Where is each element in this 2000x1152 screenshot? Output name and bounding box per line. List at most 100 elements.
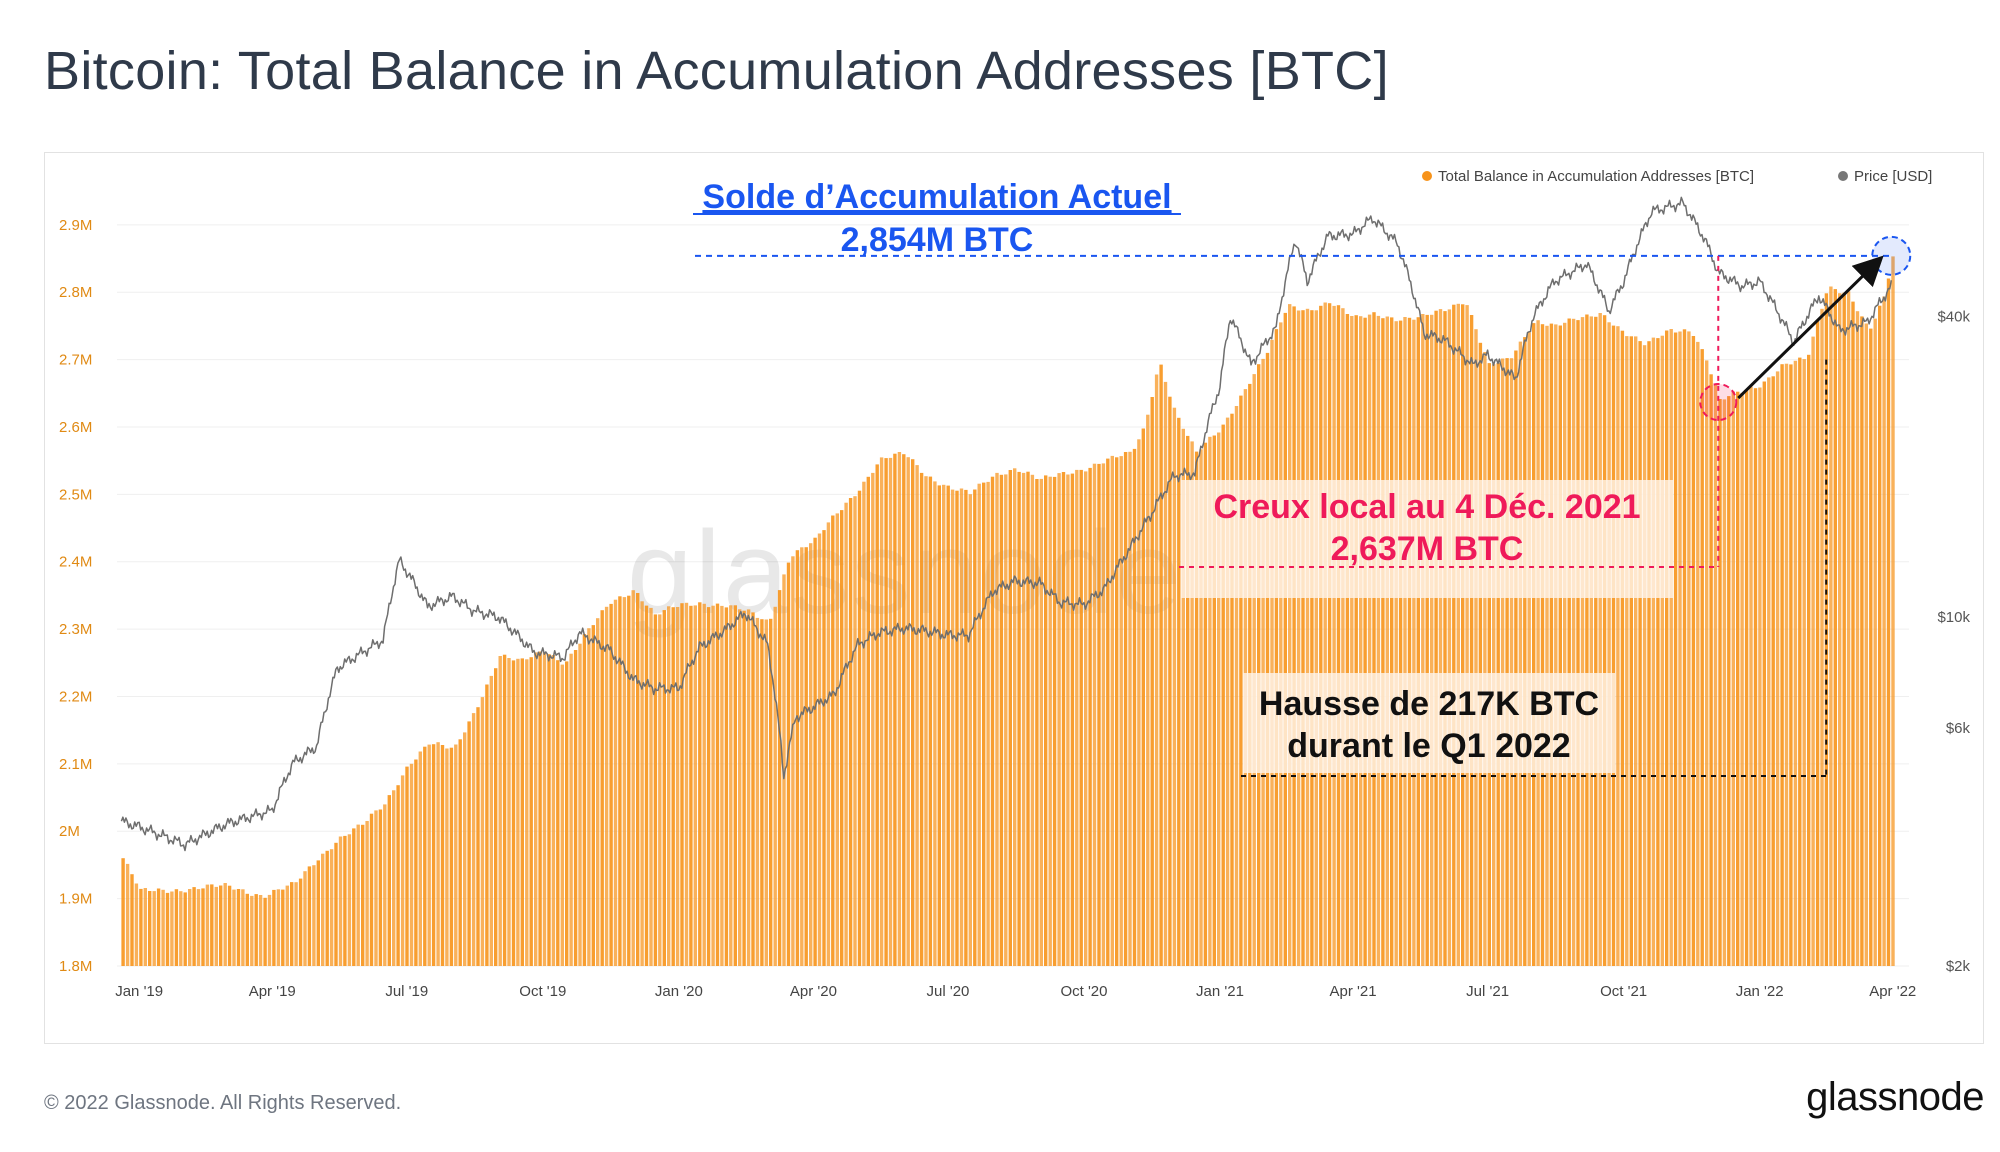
- balance-bar: [294, 882, 298, 966]
- balance-bar: [569, 653, 573, 966]
- balance-bar: [902, 454, 906, 966]
- trough-marker: [1699, 383, 1738, 422]
- balance-bar: [1101, 463, 1106, 966]
- balance-bar: [671, 607, 675, 966]
- balance-bar: [755, 617, 760, 966]
- balance-bar: [1492, 364, 1496, 966]
- balance-bar: [1505, 358, 1509, 967]
- y-right-tick-label: $40k: [1937, 309, 1970, 326]
- balance-bar: [777, 590, 782, 966]
- balance-bar: [875, 464, 879, 966]
- balance-bar: [556, 660, 560, 966]
- balance-bar: [352, 828, 356, 966]
- balance-bar: [1452, 304, 1456, 966]
- balance-bar: [817, 533, 822, 966]
- balance-bar: [1665, 330, 1669, 966]
- balance-bar: [511, 660, 516, 966]
- balance-bar: [1168, 396, 1172, 966]
- balance-bar: [702, 603, 706, 966]
- balance-bar: [724, 607, 729, 966]
- y-left-tick-label: 1.9M: [59, 891, 92, 908]
- balance-bar: [764, 619, 768, 966]
- balance-bar: [1775, 371, 1780, 966]
- balance-bar: [378, 809, 383, 966]
- balance-bar: [942, 484, 946, 966]
- balance-bar: [640, 601, 644, 966]
- balance-bar: [1540, 324, 1545, 966]
- balance-bar: [210, 884, 214, 966]
- balance-bar: [1820, 308, 1824, 966]
- balance-bar: [520, 658, 524, 966]
- balance-bar: [538, 651, 542, 966]
- balance-bar: [440, 745, 445, 966]
- balance-bar: [662, 610, 666, 966]
- axes: 1.8M 1.9M 2M 2.1M 2.2M 2.3M 2.4M 2.5M 2.6M 2.7M 2.…: [59, 217, 1970, 1000]
- balance-bar: [312, 865, 316, 966]
- balance-bar: [591, 625, 595, 966]
- balance-bar: [653, 614, 658, 966]
- balance-bar: [751, 612, 755, 966]
- balance-bar: [1225, 417, 1230, 967]
- legend[interactable]: Total Balance in Accumulation Addresses …: [1422, 168, 1932, 185]
- balance-bar: [1580, 317, 1585, 967]
- balance-bar: [1576, 320, 1580, 967]
- balance-bar: [1070, 473, 1075, 966]
- balance-bar: [1656, 338, 1660, 967]
- balance-bar: [409, 763, 414, 966]
- balance-bar: [405, 766, 409, 966]
- balance-bar: [1261, 358, 1265, 966]
- balance-bar: [1802, 359, 1806, 967]
- balance-bar: [356, 824, 360, 966]
- balance-bar: [1301, 310, 1305, 966]
- y-left-tick-label: 2M: [59, 823, 80, 840]
- balance-bar: [1430, 314, 1434, 966]
- balance-bar: [1137, 439, 1141, 966]
- balance-bar: [1660, 335, 1664, 966]
- balance-bar: [321, 853, 325, 966]
- balance-bar: [968, 494, 972, 966]
- balance-bar: [959, 488, 964, 966]
- balance-bar: [1780, 364, 1784, 966]
- balance-bar: [1709, 374, 1713, 966]
- page-title: Bitcoin: Total Balance in Accumulation A…: [44, 41, 1389, 101]
- balance-bar: [897, 452, 902, 966]
- balance-bar: [1234, 406, 1239, 966]
- balance-bar: [1438, 309, 1443, 967]
- balance-bar: [698, 602, 702, 966]
- balance-bar: [467, 721, 471, 966]
- chart-panel: glassnode Solde d’Accumulation Actuel2,8…: [44, 152, 1984, 1044]
- balance-bar: [1558, 325, 1562, 966]
- balance-bar: [1257, 364, 1261, 966]
- balance-bar: [1811, 336, 1815, 967]
- y-left-tick-label: 2.1M: [59, 756, 92, 773]
- balance-bar: [1008, 470, 1012, 966]
- balance-bar: [272, 889, 276, 966]
- balance-bar: [516, 658, 520, 966]
- balance-bar: [1292, 306, 1296, 966]
- balance-bar: [1833, 289, 1837, 967]
- balance-bar: [1270, 339, 1274, 966]
- balance-bar: [1421, 314, 1425, 966]
- balance-bar: [1385, 316, 1389, 966]
- balance-bar: [418, 751, 422, 966]
- balance-bar: [919, 472, 924, 966]
- balance-bar: [990, 476, 995, 966]
- balance-bar: [285, 885, 289, 966]
- balance-bar: [1416, 317, 1420, 966]
- balance-bar: [1119, 456, 1123, 966]
- balance-bar: [999, 474, 1004, 966]
- balance-bar: [542, 652, 547, 966]
- balance-bar: [1456, 303, 1460, 966]
- x-tick-label: Jul '20: [926, 983, 969, 1000]
- balance-bar: [276, 889, 281, 966]
- balance-bar: [1829, 286, 1833, 966]
- y-left-tick-label: 2.7M: [59, 352, 92, 369]
- balance-bar: [1150, 397, 1154, 966]
- annotation-current-title: Solde d’Accumulation Actuel: [702, 178, 1171, 216]
- balance-bar: [196, 889, 201, 966]
- balance-bar: [578, 643, 582, 966]
- balance-bar: [1079, 469, 1083, 966]
- balance-bar: [427, 744, 431, 966]
- balance-bar: [156, 888, 161, 966]
- balance-bar: [1496, 362, 1500, 966]
